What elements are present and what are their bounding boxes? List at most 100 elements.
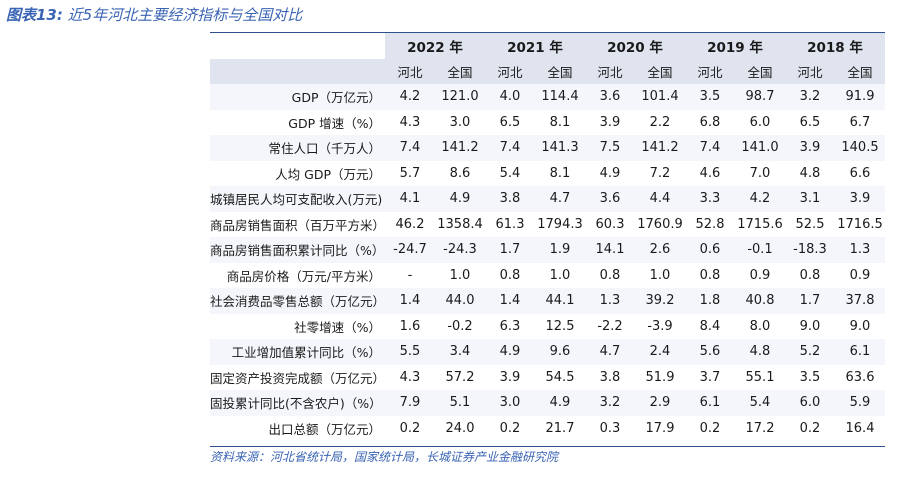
cell-national: 141.0 [735, 135, 785, 161]
row-label: 社零增速（%） [294, 319, 381, 335]
subheader-hebei: 河北 [385, 59, 435, 84]
cell-national: 1358.4 [437, 216, 483, 232]
cell-hebei: 60.3 [595, 216, 625, 232]
cell-national: 3.9 [835, 186, 885, 212]
cell-hebei: -2.2 [597, 318, 623, 334]
cell-hebei: 3.3 [685, 186, 735, 212]
figure-caption: 近5年河北主要经济指标与全国对比 [67, 6, 303, 24]
cell-hebei: 1.7 [485, 237, 535, 263]
cell-national: 44.0 [435, 288, 485, 314]
cell-hebei: 46.2 [395, 216, 425, 232]
cell-national: 8.6 [449, 165, 471, 181]
cell-national: 3.4 [435, 339, 485, 365]
cell-hebei: 52.5 [795, 216, 825, 232]
header-corner [210, 33, 385, 59]
subheader-national: 全国 [735, 59, 785, 84]
cell-national: 37.8 [835, 288, 885, 314]
cell-hebei: 0.8 [599, 267, 621, 283]
cell-hebei: 7.4 [685, 135, 735, 161]
source-note: 资料来源：河北省统计局，国家统计局，长城证券产业金融研究院 [210, 450, 559, 464]
cell-hebei: 0.8 [799, 267, 821, 283]
cell-national: 4.9 [435, 186, 485, 212]
table-row: 固定资产投资完成额（万亿元） 4.3 57.2 3.9 54.5 3.8 51.9 3.7 55… [210, 365, 885, 391]
cell-hebei: 7.4 [485, 135, 535, 161]
cell-national: 5.4 [735, 390, 785, 416]
subheader-national: 全国 [435, 59, 485, 84]
cell-hebei: 3.5 [685, 84, 735, 110]
cell-national: 0.9 [849, 267, 871, 283]
cell-hebei: 1.7 [785, 288, 835, 314]
cell-national: 3.0 [449, 114, 471, 130]
cell-national: 91.9 [835, 84, 885, 110]
cell-hebei: 1.6 [399, 318, 421, 334]
year-header: 2021 年 [485, 33, 585, 59]
cell-hebei: 3.2 [585, 390, 635, 416]
row-label: 商品房价格（万元/平方米） [226, 268, 381, 284]
cell-national: 6.6 [849, 165, 871, 181]
cell-national: 17.9 [645, 420, 675, 436]
cell-hebei: 3.2 [785, 84, 835, 110]
cell-national: 39.2 [635, 288, 685, 314]
table-row: 出口总额（万亿元） 0.2 24.0 0.2 21.7 0.3 17.9 0.2 17.2 0.2… [210, 416, 885, 442]
row-label: 固定资产投资完成额（万亿元） [210, 370, 385, 386]
cell-national: 2.2 [649, 114, 671, 130]
cell-national: 5.1 [435, 390, 485, 416]
cell-national: 5.9 [835, 390, 885, 416]
cell-national: 40.8 [735, 288, 785, 314]
subheader-hebei: 河北 [685, 59, 735, 84]
cell-national: 21.7 [545, 420, 575, 436]
row-label: 工业增加值累计同比（%） [210, 339, 385, 365]
cell-hebei: 4.1 [385, 186, 435, 212]
cell-hebei: 4.2 [385, 84, 435, 110]
cell-hebei: 7.9 [385, 390, 435, 416]
cell-hebei: 0.8 [699, 267, 721, 283]
cell-hebei: 3.1 [785, 186, 835, 212]
cell-hebei: 6.5 [799, 114, 821, 130]
cell-hebei: 4.9 [599, 165, 621, 181]
cell-hebei: 4.0 [485, 84, 535, 110]
cell-national: 4.9 [535, 390, 585, 416]
table-row: 社零增速（%） 1.6 -0.2 6.3 12.5 -2.2 -3.9 8.4 8.0 9.0 9.… [210, 314, 885, 340]
cell-hebei: 6.3 [499, 318, 521, 334]
subheader-hebei: 河北 [585, 59, 635, 84]
subheader-hebei: 河北 [785, 59, 835, 84]
cell-national: 55.1 [745, 369, 775, 385]
year-header: 2020 年 [585, 33, 685, 59]
cell-hebei: -24.7 [385, 237, 435, 263]
cell-national: 1760.9 [637, 216, 683, 232]
cell-hebei: 8.4 [699, 318, 721, 334]
cell-national: 1.0 [449, 267, 471, 283]
row-label: 商品房销售面积累计同比（%） [210, 237, 385, 263]
table-row: 人均 GDP（万元） 5.7 8.6 5.4 8.1 4.9 7.2 4.6 7.0 4.8 6.6 [210, 161, 885, 187]
row-label: 社会消费品零售总额（万亿元） [210, 288, 385, 314]
cell-hebei: 3.8 [485, 186, 535, 212]
cell-national: 8.1 [549, 165, 571, 181]
cell-hebei: 5.2 [785, 339, 835, 365]
subheader-national: 全国 [835, 59, 885, 84]
table-row: 工业增加值累计同比（%） 5.5 3.4 4.9 9.6 4.7 2.4 5.6 4.8 5.2 6… [210, 339, 885, 365]
cell-hebei: 0.8 [499, 267, 521, 283]
cell-national: 1.0 [649, 267, 671, 283]
cell-hebei: 4.3 [399, 114, 421, 130]
cell-hebei: 3.8 [599, 369, 621, 385]
table-row: 常住人口（千万人） 7.4 141.2 7.4 141.3 7.5 141.2 7.4 141.… [210, 135, 885, 161]
cell-national: 6.7 [849, 114, 871, 130]
cell-hebei: 0.3 [599, 420, 621, 436]
cell-national: 4.4 [635, 186, 685, 212]
cell-national: 141.3 [535, 135, 585, 161]
cell-national: 6.0 [749, 114, 771, 130]
cell-hebei: 1.4 [385, 288, 435, 314]
cell-hebei: 3.9 [499, 369, 521, 385]
figure-title: 图表13: 近5年河北主要经济指标与全国对比 [6, 4, 302, 26]
cell-national: 63.6 [845, 369, 875, 385]
cell-national: 44.1 [535, 288, 585, 314]
row-label: 固投累计同比(不含农户)（%） [210, 390, 385, 416]
cell-hebei: 1.4 [485, 288, 535, 314]
cell-hebei: - [407, 267, 413, 283]
table-row: 商品房价格（万元/平方米） - 1.0 0.8 1.0 0.8 1.0 0.8 0.9 0.8 0.… [210, 263, 885, 289]
cell-national: 121.0 [435, 84, 485, 110]
cell-hebei: 3.0 [485, 390, 535, 416]
row-label: 出口总额（万亿元） [268, 421, 381, 437]
cell-national: 4.7 [535, 186, 585, 212]
year-header: 2018 年 [785, 33, 885, 59]
